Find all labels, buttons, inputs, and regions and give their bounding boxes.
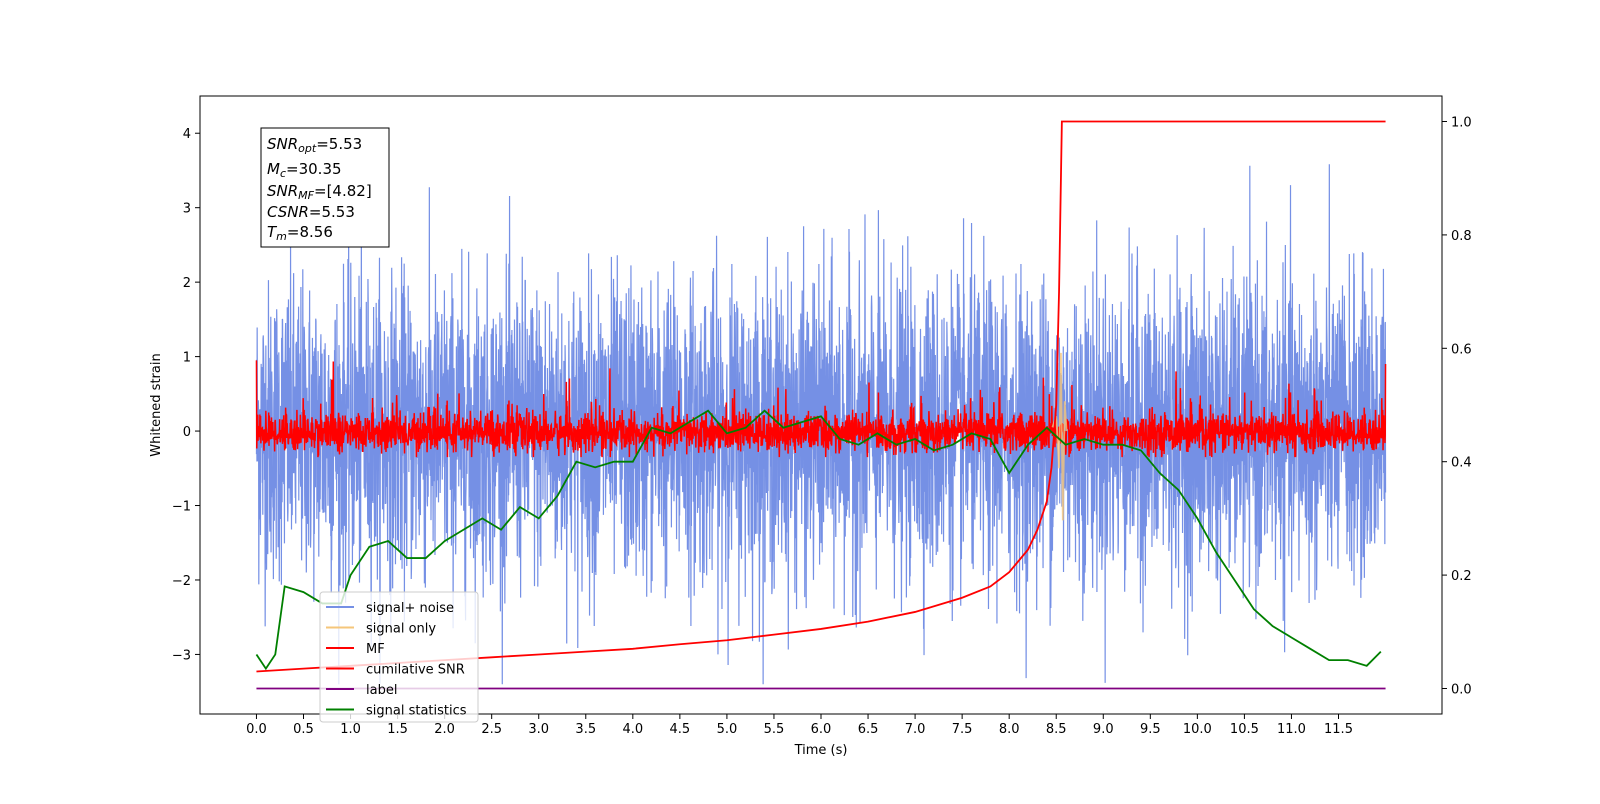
x-tick-label: 0.0 bbox=[246, 722, 267, 737]
y-tick-label: 1 bbox=[183, 351, 191, 366]
x-tick-label: 1.5 bbox=[387, 722, 408, 737]
y2-tick-label: 0.6 bbox=[1451, 342, 1472, 357]
y-axis-label: Whitened strain bbox=[149, 353, 164, 456]
x-tick-label: 6.5 bbox=[858, 722, 879, 737]
y-tick-label: −1 bbox=[172, 500, 191, 515]
x-tick-label: 9.0 bbox=[1093, 722, 1114, 737]
x-tick-label: 6.0 bbox=[811, 722, 832, 737]
series-signal-noise bbox=[255, 164, 1387, 685]
x-tick-label: 7.5 bbox=[952, 722, 973, 737]
info-line-snr-opt: SNRopt=5.53 bbox=[267, 135, 362, 155]
info-line-tm: Tm=8.56 bbox=[267, 223, 333, 243]
x-tick-label: 11.5 bbox=[1324, 722, 1353, 737]
legend-label: MF bbox=[366, 642, 385, 657]
x-tick-label: 7.0 bbox=[905, 722, 926, 737]
x-tick-label: 10.5 bbox=[1230, 722, 1259, 737]
x-axis-ticks: 0.0 0.5 1.0 1.5 2.0 2.5 3.0 3.5 4.0 4.5 5.0 5.5 6.0 6… bbox=[246, 714, 1353, 737]
series-signal-statistics bbox=[255, 409, 1382, 671]
x-tick-label: 4.0 bbox=[622, 722, 643, 737]
x-tick-label: 1.0 bbox=[340, 722, 361, 737]
y-tick-label: 2 bbox=[183, 276, 191, 291]
info-box-frame bbox=[260, 127, 390, 248]
legend-label: signal only bbox=[366, 622, 436, 637]
x-tick-label: 2.5 bbox=[481, 722, 502, 737]
legend-label: cumilative SNR bbox=[366, 663, 465, 678]
x-tick-label: 3.5 bbox=[575, 722, 596, 737]
legend-frame bbox=[319, 591, 479, 723]
series-mf bbox=[255, 360, 1387, 458]
x-tick-label: 9.5 bbox=[1140, 722, 1161, 737]
y2-tick-label: 1.0 bbox=[1451, 116, 1472, 131]
y-tick-label: 0 bbox=[183, 425, 191, 440]
legend: signal+ noise signal only MF cumilative SNR… bbox=[319, 591, 479, 723]
info-line-csnr: CSNR=5.53 bbox=[267, 203, 355, 221]
x-tick-label: 5.5 bbox=[764, 722, 785, 737]
y-tick-label: −2 bbox=[172, 574, 191, 589]
x-axis-label: Time (s) bbox=[794, 743, 848, 758]
info-line-mc: Mc=30.35 bbox=[267, 160, 342, 180]
legend-label: signal statistics bbox=[366, 704, 467, 719]
x-tick-label: 5.0 bbox=[717, 722, 738, 737]
info-box: SNRopt=5.53 Mc=30.35 SNRMF=[4.82] CSNR=5… bbox=[260, 127, 390, 248]
x-tick-label: 11.0 bbox=[1277, 722, 1306, 737]
info-line-snr-mf: SNRMF=[4.82] bbox=[267, 182, 372, 202]
y2-tick-label: 0.2 bbox=[1451, 569, 1472, 584]
y2-tick-label: 0.4 bbox=[1451, 456, 1472, 471]
x-tick-label: 4.5 bbox=[670, 722, 691, 737]
x-tick-label: 0.5 bbox=[293, 722, 314, 737]
y-tick-label: −3 bbox=[172, 648, 191, 663]
legend-label: signal+ noise bbox=[366, 601, 454, 616]
x-tick-label: 3.0 bbox=[528, 722, 549, 737]
y-tick-label: 3 bbox=[183, 202, 191, 217]
y-tick-label: 4 bbox=[183, 127, 191, 142]
y-axis-ticks: −3 −2 −1 0 1 2 3 4 bbox=[172, 127, 200, 663]
y2-tick-label: 0.0 bbox=[1451, 682, 1472, 697]
x-tick-label: 10.0 bbox=[1183, 722, 1212, 737]
x-tick-label: 2.0 bbox=[434, 722, 455, 737]
x-tick-label: 8.0 bbox=[999, 722, 1020, 737]
y2-axis-ticks: 0.0 0.2 0.4 0.6 0.8 1.0 bbox=[1442, 116, 1472, 697]
x-tick-label: 8.5 bbox=[1046, 722, 1067, 737]
legend-label: label bbox=[366, 683, 397, 698]
y2-tick-label: 0.8 bbox=[1451, 229, 1472, 244]
